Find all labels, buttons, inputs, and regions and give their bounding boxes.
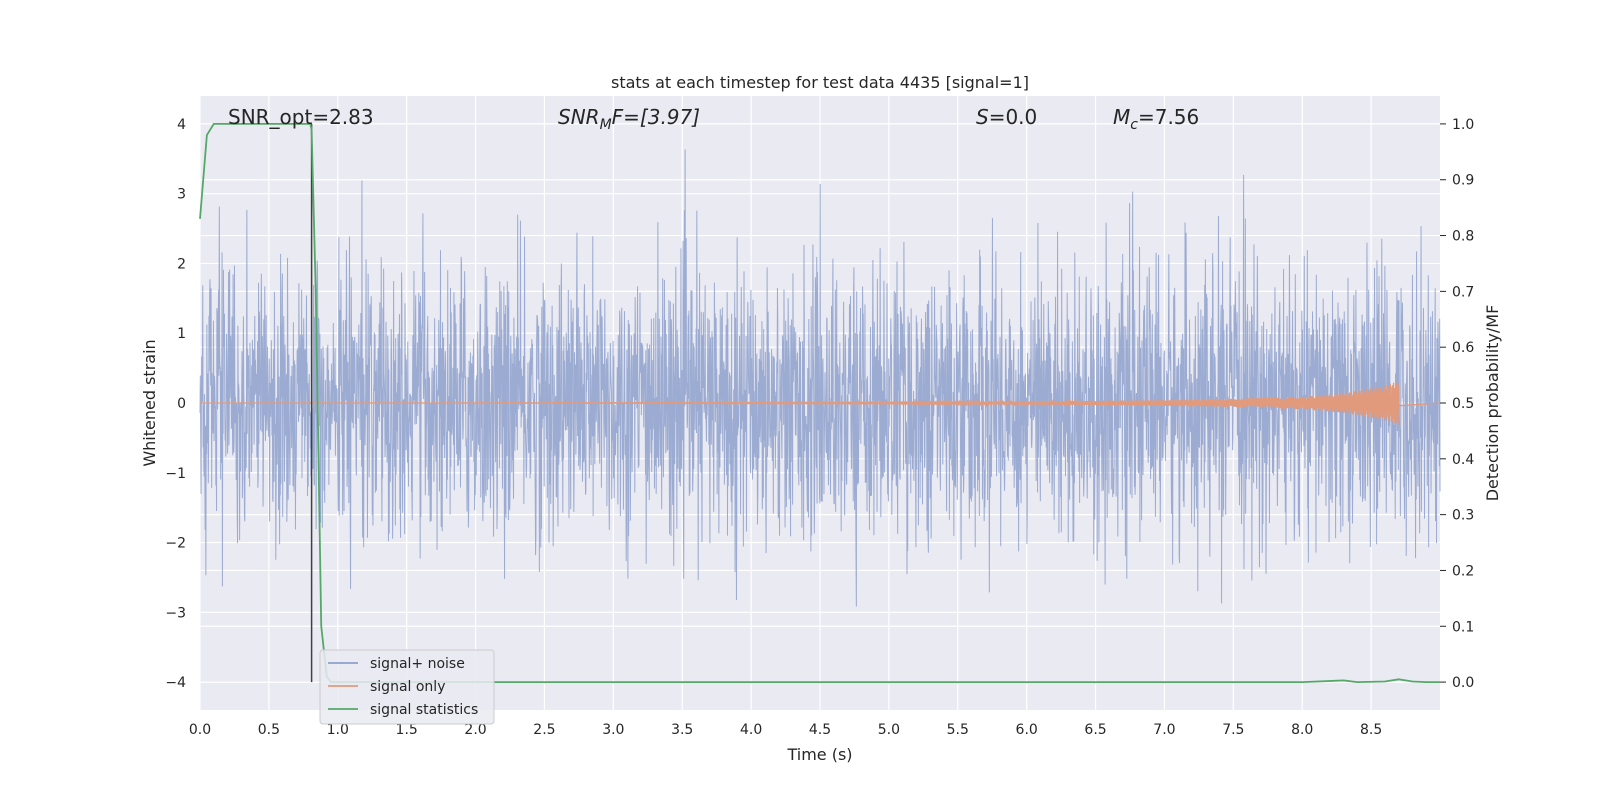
y2-axis-label: Detection probability/MF xyxy=(1483,305,1502,502)
x-tick-labels: 0.0 0.5 1.0 1.5 2.0 2.5 3.0 3.5 4.0 4.5 5.0 5.5 6.0 6… xyxy=(189,722,1382,738)
signal-noise-line xyxy=(199,149,1441,607)
x-tick-label-3: 1.5 xyxy=(396,722,418,738)
y2-tick-label-2: 0.8 xyxy=(1452,229,1474,245)
legend: signal+ noise signal only signal statist… xyxy=(319,649,495,725)
y2-tick-label-10: 0.0 xyxy=(1452,675,1474,691)
annotation-snr-mf: SNRMF=[3.97] xyxy=(558,105,700,133)
y2-tick-label-3: 0.7 xyxy=(1452,284,1474,300)
y2-tick-label-4: 0.6 xyxy=(1452,340,1474,356)
legend-label-signal-only: signal only xyxy=(370,679,445,695)
y2-tick-label-1: 0.9 xyxy=(1452,173,1474,189)
y2-tick-label-9: 0.1 xyxy=(1452,619,1474,635)
y-tick-label-5: −1 xyxy=(165,466,186,482)
x-tick-label-11: 5.5 xyxy=(947,722,969,738)
annotation-snr-mf-sub: M xyxy=(600,117,612,133)
x-tick-label-2: 1.0 xyxy=(327,722,349,738)
y-tick-label-0: 4 xyxy=(177,117,186,133)
y2-tick-label-5: 0.5 xyxy=(1452,396,1474,412)
y2-tick-label-8: 0.2 xyxy=(1452,563,1474,579)
legend-box xyxy=(319,649,495,725)
x-tick-label-10: 5.0 xyxy=(878,722,900,738)
annotation-snr-opt: SNR_opt=2.83 xyxy=(228,105,374,129)
y2-tick-label-7: 0.3 xyxy=(1452,508,1474,524)
series-signal-only xyxy=(200,382,1441,425)
y-tick-label-1: 3 xyxy=(177,187,186,203)
x-tick-label-12: 6.0 xyxy=(1016,722,1038,738)
y2-tick-labels: 1.0 0.9 0.8 0.7 0.6 0.5 0.4 0.3 0.2 0.1 0.0 xyxy=(1440,117,1474,691)
annotation-mc-main: M xyxy=(1113,105,1130,129)
x-axis-label: Time (s) xyxy=(786,745,852,764)
y-tick-label-4: 0 xyxy=(177,396,186,412)
y-tick-label-3: 1 xyxy=(177,326,186,342)
x-tick-label-4: 2.0 xyxy=(464,722,486,738)
annotation-s-main: S xyxy=(976,105,989,129)
x-tick-label-1: 0.5 xyxy=(258,722,280,738)
series-signal-noise xyxy=(199,149,1441,607)
annotation-snr-mf-main: SNR xyxy=(558,105,600,129)
annotation-s: S=0.0 xyxy=(976,105,1037,129)
x-tick-label-7: 3.5 xyxy=(671,722,693,738)
x-tick-label-8: 4.0 xyxy=(740,722,762,738)
y-tick-label-7: −3 xyxy=(165,605,186,621)
x-tick-label-13: 6.5 xyxy=(1084,722,1106,738)
y-tick-labels: 4 3 2 1 0 −1 −2 −3 −4 xyxy=(165,117,186,691)
y-axis-label: Whitened strain xyxy=(140,339,159,466)
x-tick-label-17: 8.5 xyxy=(1360,722,1382,738)
annotation-snr-mf-rest: F=[3.97] xyxy=(612,105,700,129)
y-tick-label-8: −4 xyxy=(165,675,186,691)
x-tick-label-5: 2.5 xyxy=(533,722,555,738)
x-tick-label-15: 7.5 xyxy=(1222,722,1244,738)
legend-label-signal-statistics: signal statistics xyxy=(370,702,478,718)
y-tick-label-2: 2 xyxy=(177,256,186,272)
x-tick-label-9: 4.5 xyxy=(809,722,831,738)
x-tick-label-16: 8.0 xyxy=(1291,722,1313,738)
annotation-mc: Mc=7.56 xyxy=(1113,105,1199,133)
y2-tick-label-0: 1.0 xyxy=(1452,117,1474,133)
annotation-mc-rest: =7.56 xyxy=(1138,105,1199,129)
signal-only-line xyxy=(200,382,1441,425)
annotation-s-rest: =0.0 xyxy=(989,105,1038,129)
x-tick-label-14: 7.0 xyxy=(1153,722,1175,738)
annotation-mc-sub: c xyxy=(1130,117,1138,133)
chart-title: stats at each timestep for test data 443… xyxy=(611,73,1029,92)
x-tick-label-0: 0.0 xyxy=(189,722,211,738)
legend-label-signal-noise: signal+ noise xyxy=(370,656,465,672)
y-tick-label-6: −2 xyxy=(165,536,186,552)
x-tick-label-6: 3.0 xyxy=(602,722,624,738)
y2-tick-label-6: 0.4 xyxy=(1452,452,1474,468)
